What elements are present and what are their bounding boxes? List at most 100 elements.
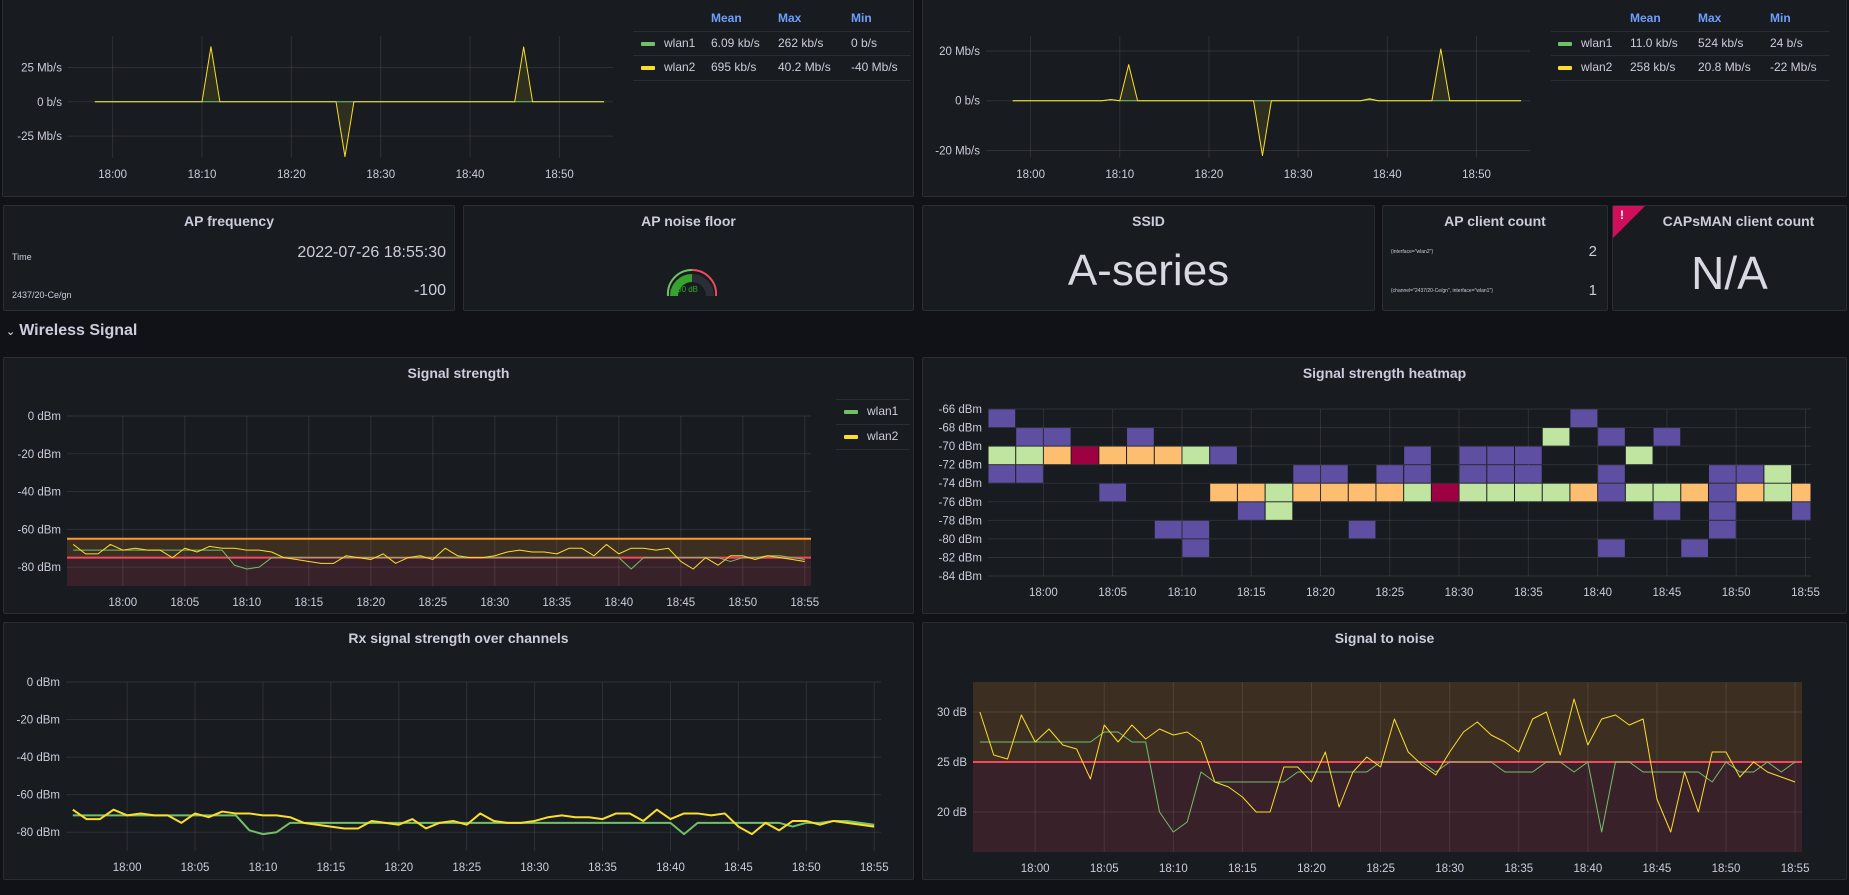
heatmap-cell[interactable] (1653, 428, 1681, 446)
legend-item-wlan2[interactable]: wlan2 (836, 425, 910, 450)
heatmap-cell[interactable] (1570, 409, 1598, 428)
heatmap-cell[interactable] (1625, 483, 1653, 502)
heatmap-cell[interactable] (1154, 520, 1182, 539)
heatmap-cell[interactable] (1514, 465, 1542, 483)
series-line-wlan1[interactable] (979, 731, 1796, 833)
legend-header-mean[interactable]: Mean (711, 11, 742, 25)
heatmap-cell[interactable] (1598, 483, 1625, 502)
heatmap-cell[interactable] (1653, 483, 1681, 502)
heatmap-cell[interactable] (1459, 465, 1487, 483)
heatmap-cell[interactable] (1542, 428, 1570, 446)
heatmap-cell[interactable] (1127, 428, 1154, 446)
heatmap-cell[interactable] (1542, 483, 1570, 502)
heatmap-cell[interactable] (1376, 465, 1404, 483)
heatmap-cell[interactable] (1487, 446, 1514, 465)
series-line-wlan1[interactable] (72, 814, 875, 836)
heatmap-cell[interactable] (1071, 446, 1099, 465)
legend-row-wlan1[interactable]: wlan1 11.0 kb/s 524 kb/s 24 b/s (1551, 31, 1829, 56)
alert-icon[interactable]: ! (1620, 208, 1624, 222)
heatmap-cell[interactable] (1099, 483, 1127, 502)
legend-header-min[interactable]: Min (851, 11, 872, 25)
panel-title[interactable]: SSID (1132, 213, 1165, 229)
series-line-wlan2[interactable] (72, 543, 805, 570)
series-line-wlan1[interactable] (73, 549, 805, 570)
heatmap-cell[interactable] (1404, 465, 1431, 483)
heatmap-cell[interactable] (1708, 502, 1736, 520)
heatmap-cell[interactable] (1681, 539, 1708, 557)
heatmap-cell[interactable] (1043, 446, 1071, 465)
chevron-down-icon[interactable]: ⌄ (6, 326, 16, 338)
heatmap-cell[interactable] (1016, 446, 1043, 465)
heatmap-cell[interactable] (1487, 465, 1514, 483)
heatmap-cell[interactable] (1764, 483, 1792, 502)
heatmap-cell[interactable] (1792, 502, 1811, 520)
heatmap-cell[interactable] (1708, 483, 1736, 502)
heatmap-cell[interactable] (1210, 446, 1237, 465)
heatmap-cell[interactable] (1598, 465, 1625, 483)
heatmap-cell[interactable] (1792, 483, 1811, 502)
heatmap-cell[interactable] (1182, 520, 1210, 539)
heatmap-cell[interactable] (1043, 428, 1071, 446)
heatmap-cell[interactable] (1598, 539, 1625, 557)
heatmap-cell[interactable] (1265, 483, 1293, 502)
heatmap-cell[interactable] (1708, 520, 1736, 539)
heatmap-cell[interactable] (1431, 483, 1459, 502)
heatmap-cell[interactable] (1708, 465, 1736, 483)
heatmap-cell[interactable] (1514, 483, 1542, 502)
heatmap-cell[interactable] (1182, 446, 1210, 465)
heatmap-cell[interactable] (1459, 483, 1487, 502)
heatmap-cell[interactable] (1348, 520, 1376, 539)
panel-title[interactable]: AP noise floor (641, 213, 736, 229)
heatmap-cell[interactable] (1265, 502, 1293, 520)
legend-row-wlan1[interactable]: wlan1 6.09 kb/s 262 kb/s 0 b/s (633, 31, 911, 56)
heatmap-cell[interactable] (1321, 483, 1348, 502)
heatmap-cell[interactable] (1293, 465, 1321, 483)
heatmap-cell[interactable] (988, 465, 1016, 483)
panel-title[interactable]: Signal to noise (1334, 630, 1435, 646)
panel-title[interactable]: CAPsMAN client count (1662, 213, 1815, 229)
panel-title[interactable]: Rx signal strength over channels (348, 630, 569, 646)
series-line-wlan2[interactable] (979, 698, 1796, 833)
panel-title[interactable]: Signal strength (407, 365, 510, 381)
legend-item-wlan1[interactable]: wlan1 (836, 400, 910, 425)
heatmap-cell[interactable] (988, 409, 1016, 428)
heatmap-cell[interactable] (1736, 483, 1764, 502)
heatmap-cell[interactable] (1237, 483, 1265, 502)
heatmap-cell[interactable] (1764, 465, 1792, 483)
legend-header-max[interactable]: Max (778, 11, 802, 25)
heatmap-cell[interactable] (1625, 446, 1653, 465)
heatmap-cell[interactable] (1127, 446, 1154, 465)
legend-header-min[interactable]: Min (1770, 11, 1791, 25)
heatmap-cell[interactable] (1348, 483, 1376, 502)
heatmap-cell[interactable] (1321, 465, 1348, 483)
legend-header-mean[interactable]: Mean (1630, 11, 1661, 25)
heatmap-cell[interactable] (1016, 465, 1043, 483)
heatmap-cell[interactable] (1514, 446, 1542, 465)
heatmap-cell[interactable] (1681, 483, 1708, 502)
heatmap-cell[interactable] (1376, 483, 1404, 502)
heatmap-cell[interactable] (1154, 446, 1182, 465)
heatmap-cell[interactable] (1182, 539, 1210, 557)
heatmap-cell[interactable] (1237, 502, 1265, 520)
heatmap-cell[interactable] (1570, 483, 1598, 502)
heatmap-cell[interactable] (1404, 446, 1431, 465)
panel-title[interactable]: AP client count (1444, 213, 1546, 229)
alert-corner-icon[interactable] (1613, 206, 1645, 238)
heatmap-cell[interactable] (1293, 483, 1321, 502)
heatmap-cell[interactable] (1487, 483, 1514, 502)
heatmap-cell[interactable] (1016, 428, 1043, 446)
heatmap-cell[interactable] (1459, 446, 1487, 465)
panel-title[interactable]: AP frequency (184, 213, 274, 229)
legend-row-wlan2[interactable]: wlan2 258 kb/s 20.8 Mb/s -22 Mb/s (1551, 55, 1829, 81)
heatmap-cell[interactable] (988, 446, 1016, 465)
series-line-wlan2[interactable] (94, 46, 605, 158)
legend-row-wlan2[interactable]: wlan2 695 kb/s 40.2 Mb/s -40 Mb/s (633, 55, 911, 81)
panel-title[interactable]: Signal strength heatmap (1302, 365, 1467, 381)
heatmap-cell[interactable] (1598, 428, 1625, 446)
heatmap-cell[interactable] (1736, 465, 1764, 483)
heatmap-cell[interactable] (1653, 502, 1681, 520)
heatmap-cell[interactable] (1404, 483, 1431, 502)
heatmap-cell[interactable] (1099, 446, 1127, 465)
heatmap-cell[interactable] (1210, 483, 1237, 502)
series-line-wlan2[interactable] (72, 808, 875, 836)
